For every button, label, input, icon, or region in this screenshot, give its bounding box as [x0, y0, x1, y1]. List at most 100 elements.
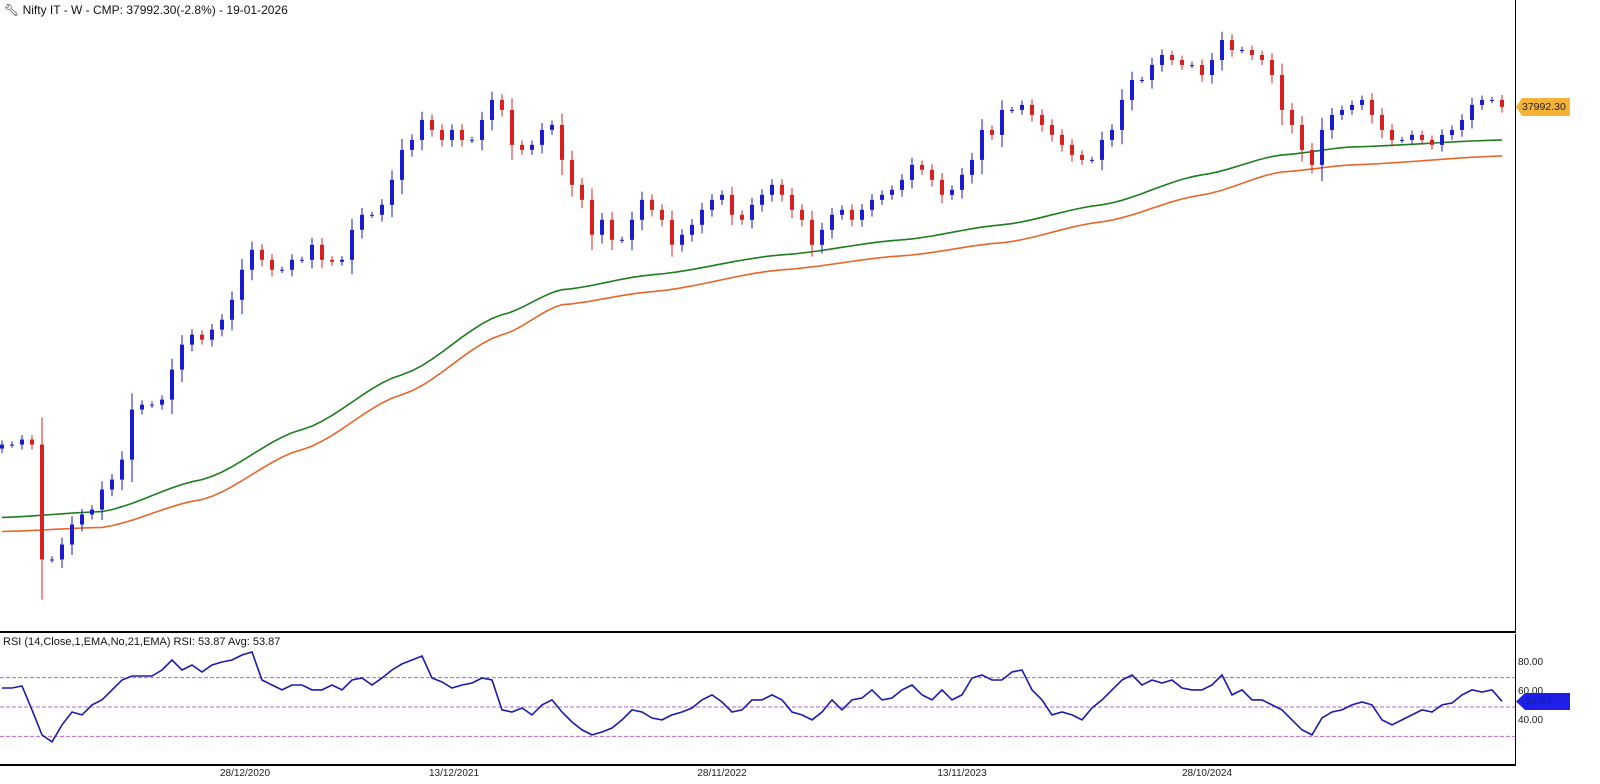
candle-up	[490, 99, 494, 120]
x-axis-tick: 28/12/2020	[219, 768, 271, 779]
candle-up	[550, 124, 554, 130]
rsi-y-tick: 80.00	[1518, 657, 1544, 668]
x-axis-tick: 28/10/2024	[1181, 768, 1233, 779]
candle-up	[180, 344, 184, 370]
candle-up	[300, 259, 304, 261]
candle-up	[1160, 55, 1164, 65]
candle-down	[520, 144, 524, 150]
candle-down	[500, 99, 504, 110]
candle-up	[860, 209, 864, 220]
candle-up	[400, 149, 404, 180]
rsi-y-tick: 40.00	[1518, 715, 1544, 726]
candle-down	[460, 129, 464, 140]
candle-down	[1170, 55, 1174, 60]
price-chart-canvas[interactable]	[0, 0, 1515, 631]
candle-up	[1090, 159, 1094, 161]
candle-up	[140, 404, 144, 410]
candle-up	[1130, 79, 1134, 100]
candle-down	[670, 219, 674, 245]
candle-down	[660, 209, 664, 220]
candle-up	[70, 524, 74, 545]
rsi-value-tag: 53.87	[1516, 693, 1570, 710]
x-axis-tick: 13/11/2023	[937, 768, 987, 779]
candle-up	[1320, 129, 1324, 165]
candle-up	[1220, 40, 1224, 60]
candle-up	[60, 544, 64, 560]
candle-up	[220, 319, 224, 330]
candle-up	[150, 404, 154, 406]
candle-up	[1010, 109, 1014, 111]
candle-up	[760, 194, 764, 205]
current-price-tag: 37992.30	[1516, 98, 1570, 116]
candle-up	[1150, 64, 1154, 80]
candle-up	[50, 559, 54, 561]
candle-up	[210, 329, 214, 340]
candle-down	[810, 219, 814, 245]
candle-down	[1030, 104, 1034, 115]
candle-up	[1210, 59, 1214, 75]
candle-up	[310, 244, 314, 260]
candle-up	[900, 179, 904, 190]
candle-down	[200, 334, 204, 340]
candle-down	[1200, 64, 1204, 75]
candle-down	[800, 209, 804, 220]
candle-up	[680, 234, 684, 245]
rsi-canvas[interactable]	[0, 634, 1515, 764]
candle-up	[830, 214, 834, 230]
candle-down	[330, 259, 334, 262]
candle-up	[280, 269, 284, 271]
candle-up	[100, 489, 104, 510]
candle-up	[250, 249, 254, 270]
rsi-panel[interactable]: RSI (14,Close,1,EMA,No,21,EMA) RSI: 53.8…	[0, 634, 1516, 766]
candle-up	[360, 214, 364, 230]
candle-up	[350, 229, 354, 260]
candle-down	[1060, 134, 1064, 145]
candle-up	[1410, 134, 1414, 140]
candle-up	[840, 209, 844, 215]
candle-down	[1280, 74, 1284, 110]
candle-up	[1470, 104, 1474, 120]
candle-down	[1500, 99, 1504, 107]
candle-up	[190, 334, 194, 345]
candle-up	[980, 129, 984, 160]
candle-up	[480, 119, 484, 140]
candle-down	[1040, 114, 1044, 125]
candle-up	[1100, 139, 1104, 160]
candle-up	[1460, 119, 1464, 130]
candle-up	[130, 409, 134, 460]
candle-up	[770, 184, 774, 195]
candle-up	[960, 174, 964, 190]
candle-down	[1080, 154, 1084, 160]
rsi-title: RSI (14,Close,1,EMA,No,21,EMA) RSI: 53.8…	[3, 636, 281, 648]
candle-down	[1310, 149, 1314, 165]
candle-up	[1440, 134, 1444, 145]
candle-down	[1260, 55, 1264, 60]
candle-up	[110, 479, 114, 490]
candle-up	[1450, 129, 1454, 135]
candle-down	[1270, 59, 1274, 75]
candle-down	[730, 194, 734, 215]
candle-up	[530, 144, 534, 150]
rsi-line	[2, 651, 1503, 744]
candle-up	[1000, 109, 1004, 135]
candle-up	[390, 179, 394, 205]
candle-up	[640, 199, 644, 220]
candle-down	[40, 444, 44, 560]
wrench-icon[interactable]: 🔧︎	[4, 3, 20, 17]
candle-up	[1240, 50, 1244, 52]
candle-up	[1190, 64, 1194, 66]
candle-down	[1050, 124, 1054, 135]
candle-down	[1230, 40, 1234, 51]
candle-up	[1340, 109, 1344, 115]
candle-down	[1180, 59, 1184, 65]
candle-up	[1120, 99, 1124, 130]
x-axis-tick: 28/11/2022	[697, 768, 747, 779]
price-chart-panel[interactable]: 🔧︎ Nifty IT - W - CMP: 37992.30(-2.8%) -…	[0, 0, 1516, 633]
candle-up	[620, 239, 624, 241]
candle-down	[590, 199, 594, 235]
candle-up	[700, 209, 704, 225]
candle-down	[560, 124, 564, 160]
x-axis-tick: 13/12/2021	[428, 768, 480, 779]
candle-up	[170, 369, 174, 400]
candle-up	[370, 214, 374, 216]
